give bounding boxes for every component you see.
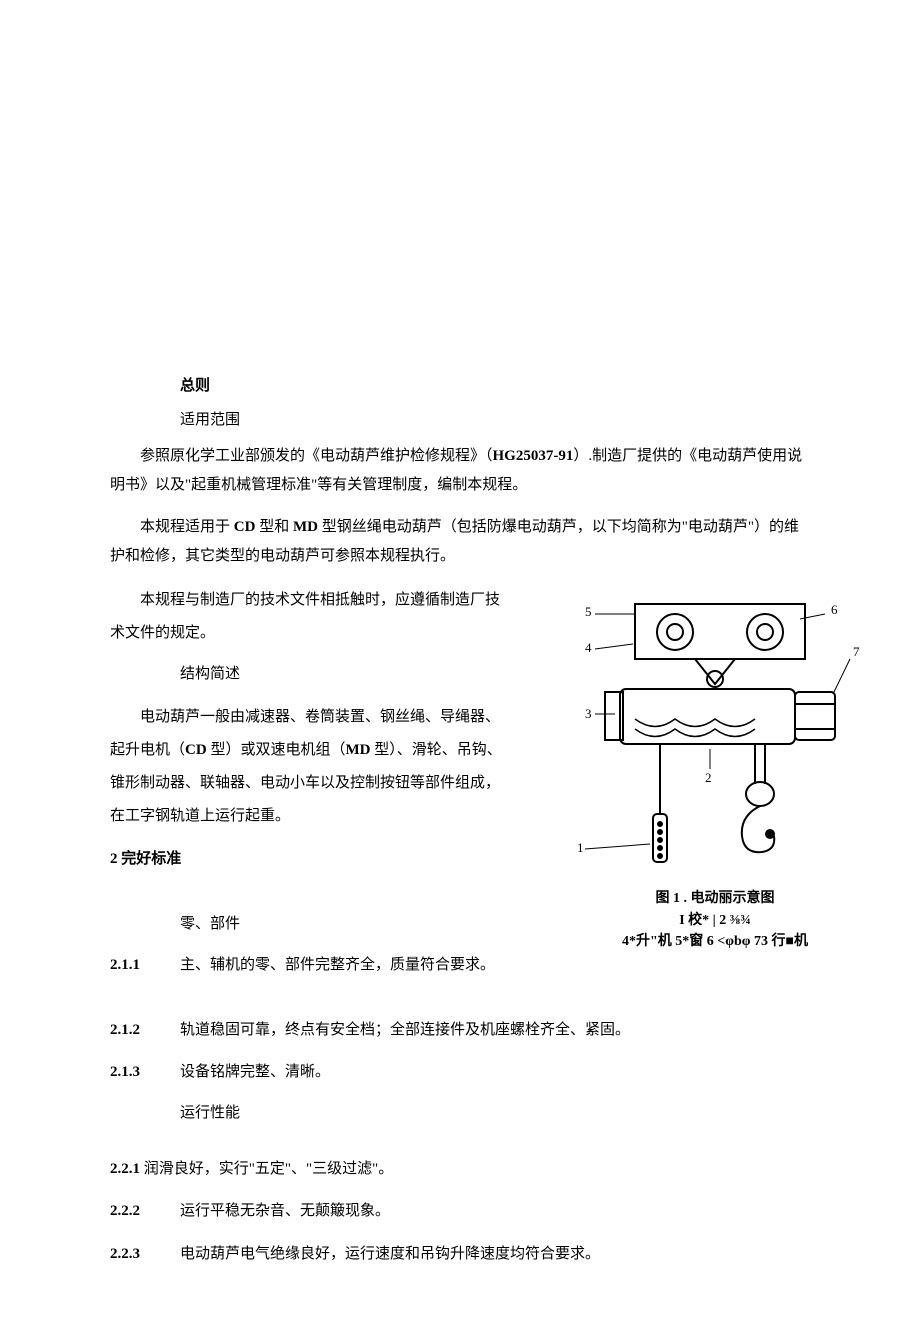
wrap-text-col: 本规程与制造厂的技术文件相抵触时，应遵循制造厂技术文件的规定。 结构简述 电动葫… (110, 584, 510, 980)
item-2-2-2: 2.2.2 运行平稳无杂音、无颠簸现象。 (110, 1197, 810, 1226)
item-text: 主、辅机的零、部件完整齐全，质量符合要求。 (180, 951, 510, 980)
item-2-1-2: 2.1.2 轨道稳固可靠，终点有安全档；全部连接件及机座螺栓齐全、紧固。 (110, 1016, 810, 1045)
item-num: 2.1.2 (110, 1016, 180, 1045)
para-conflict: 本规程与制造厂的技术文件相抵触时，应遵循制造厂技术文件的规定。 (110, 584, 510, 650)
heading-structure: 结构简述 (110, 658, 510, 691)
item-text: 设备铭牌完整、清晰。 (180, 1058, 810, 1087)
item-2-1-3: 2.1.3 设备铭牌完整、清晰。 (110, 1058, 810, 1087)
fig-label-1: 1 (577, 840, 584, 855)
item-num: 2.2.3 (110, 1240, 180, 1269)
heading-section2: 2 完好标准 (110, 843, 510, 876)
md-label-2: MD (345, 742, 370, 758)
hoist-diagram-icon: 1 2 3 4 5 6 7 (565, 584, 865, 884)
heading-performance: 运行性能 (110, 1101, 810, 1125)
item-num: 2.2.2 (110, 1197, 180, 1226)
wrap-block: 1 2 3 4 5 6 7 图 1 . 电动丽示意图 I 校* | 2 ⅜¾ 4… (110, 584, 810, 980)
figure-caption: 图 1 . 电动丽示意图 (550, 888, 880, 910)
item-text: 轨道稳固可靠，终点有安全档；全部连接件及机座螺栓齐全、紧固。 (180, 1016, 810, 1045)
figure-legend-2: 4*升"机 5*窗 6 <φbφ 73 行■机 (550, 931, 880, 952)
para-reference: 参照原化学工业部颁发的《电动葫芦维护检修规程》（HG25037-91）.制造厂提… (110, 442, 810, 499)
item-num: 2.1.3 (110, 1058, 180, 1087)
item-num: 2.1.1 (110, 951, 180, 980)
document-page: 总则 适用范围 参照原化学工业部颁发的《电动葫芦维护检修规程》（HG25037-… (0, 0, 920, 1342)
text-span: 参照原化学工业部颁发的《电动葫芦维护检修规程》（ (140, 448, 493, 464)
text-span: 本规程适用于 (140, 519, 234, 535)
cd-label-2: CD (185, 742, 207, 758)
text-span: ）. (573, 448, 592, 464)
md-label: MD (293, 519, 318, 535)
item-2-2-3: 2.2.3 电动葫芦电气绝缘良好，运行速度和吊钩升降速度均符合要求。 (110, 1240, 810, 1269)
item-2-1-1: 2.1.1 主、辅机的零、部件完整齐全，质量符合要求。 (110, 951, 510, 980)
heading-parts: 零、部件 (110, 908, 510, 941)
item-text: 润滑良好，实行"五定"、"三级过滤"。 (144, 1161, 394, 1177)
code-hg: HG25037-91 (493, 448, 574, 464)
figure-box: 1 2 3 4 5 6 7 图 1 . 电动丽示意图 I 校* | 2 ⅜¾ 4… (550, 584, 880, 952)
fig-label-6: 6 (831, 602, 838, 617)
item-text: 运行平稳无杂音、无颠簸现象。 (180, 1197, 810, 1226)
figure-legend-1: I 校* | 2 ⅜¾ (550, 910, 880, 931)
heading-general: 总则 (110, 374, 810, 398)
item-text: 电动葫芦电气绝缘良好，运行速度和吊钩升降速度均符合要求。 (180, 1240, 810, 1269)
item-2-2-1: 2.2.1 润滑良好，实行"五定"、"三级过滤"。 (110, 1155, 810, 1184)
cd-label: CD (234, 519, 256, 535)
fig-label-3: 3 (585, 706, 592, 721)
fig-label-7: 7 (853, 644, 860, 659)
item-num: 2.2.1 (110, 1161, 140, 1177)
text-span: 型和 (255, 519, 293, 535)
fig-label-2: 2 (705, 770, 712, 785)
para-applicable: 本规程适用于 CD 型和 MD 型钢丝绳电动葫芦（包括防爆电动葫芦，以下均简称为… (110, 513, 810, 570)
fig-label-5: 5 (585, 604, 592, 619)
heading-scope: 适用范围 (110, 408, 810, 432)
fig-label-4: 4 (585, 640, 592, 655)
para-structure-desc: 电动葫芦一般由减速器、卷筒装置、钢丝绳、导绳器、起升电机（CD 型）或双速电机组… (110, 701, 510, 833)
text-span: 型）或双速电机组（ (207, 742, 346, 758)
